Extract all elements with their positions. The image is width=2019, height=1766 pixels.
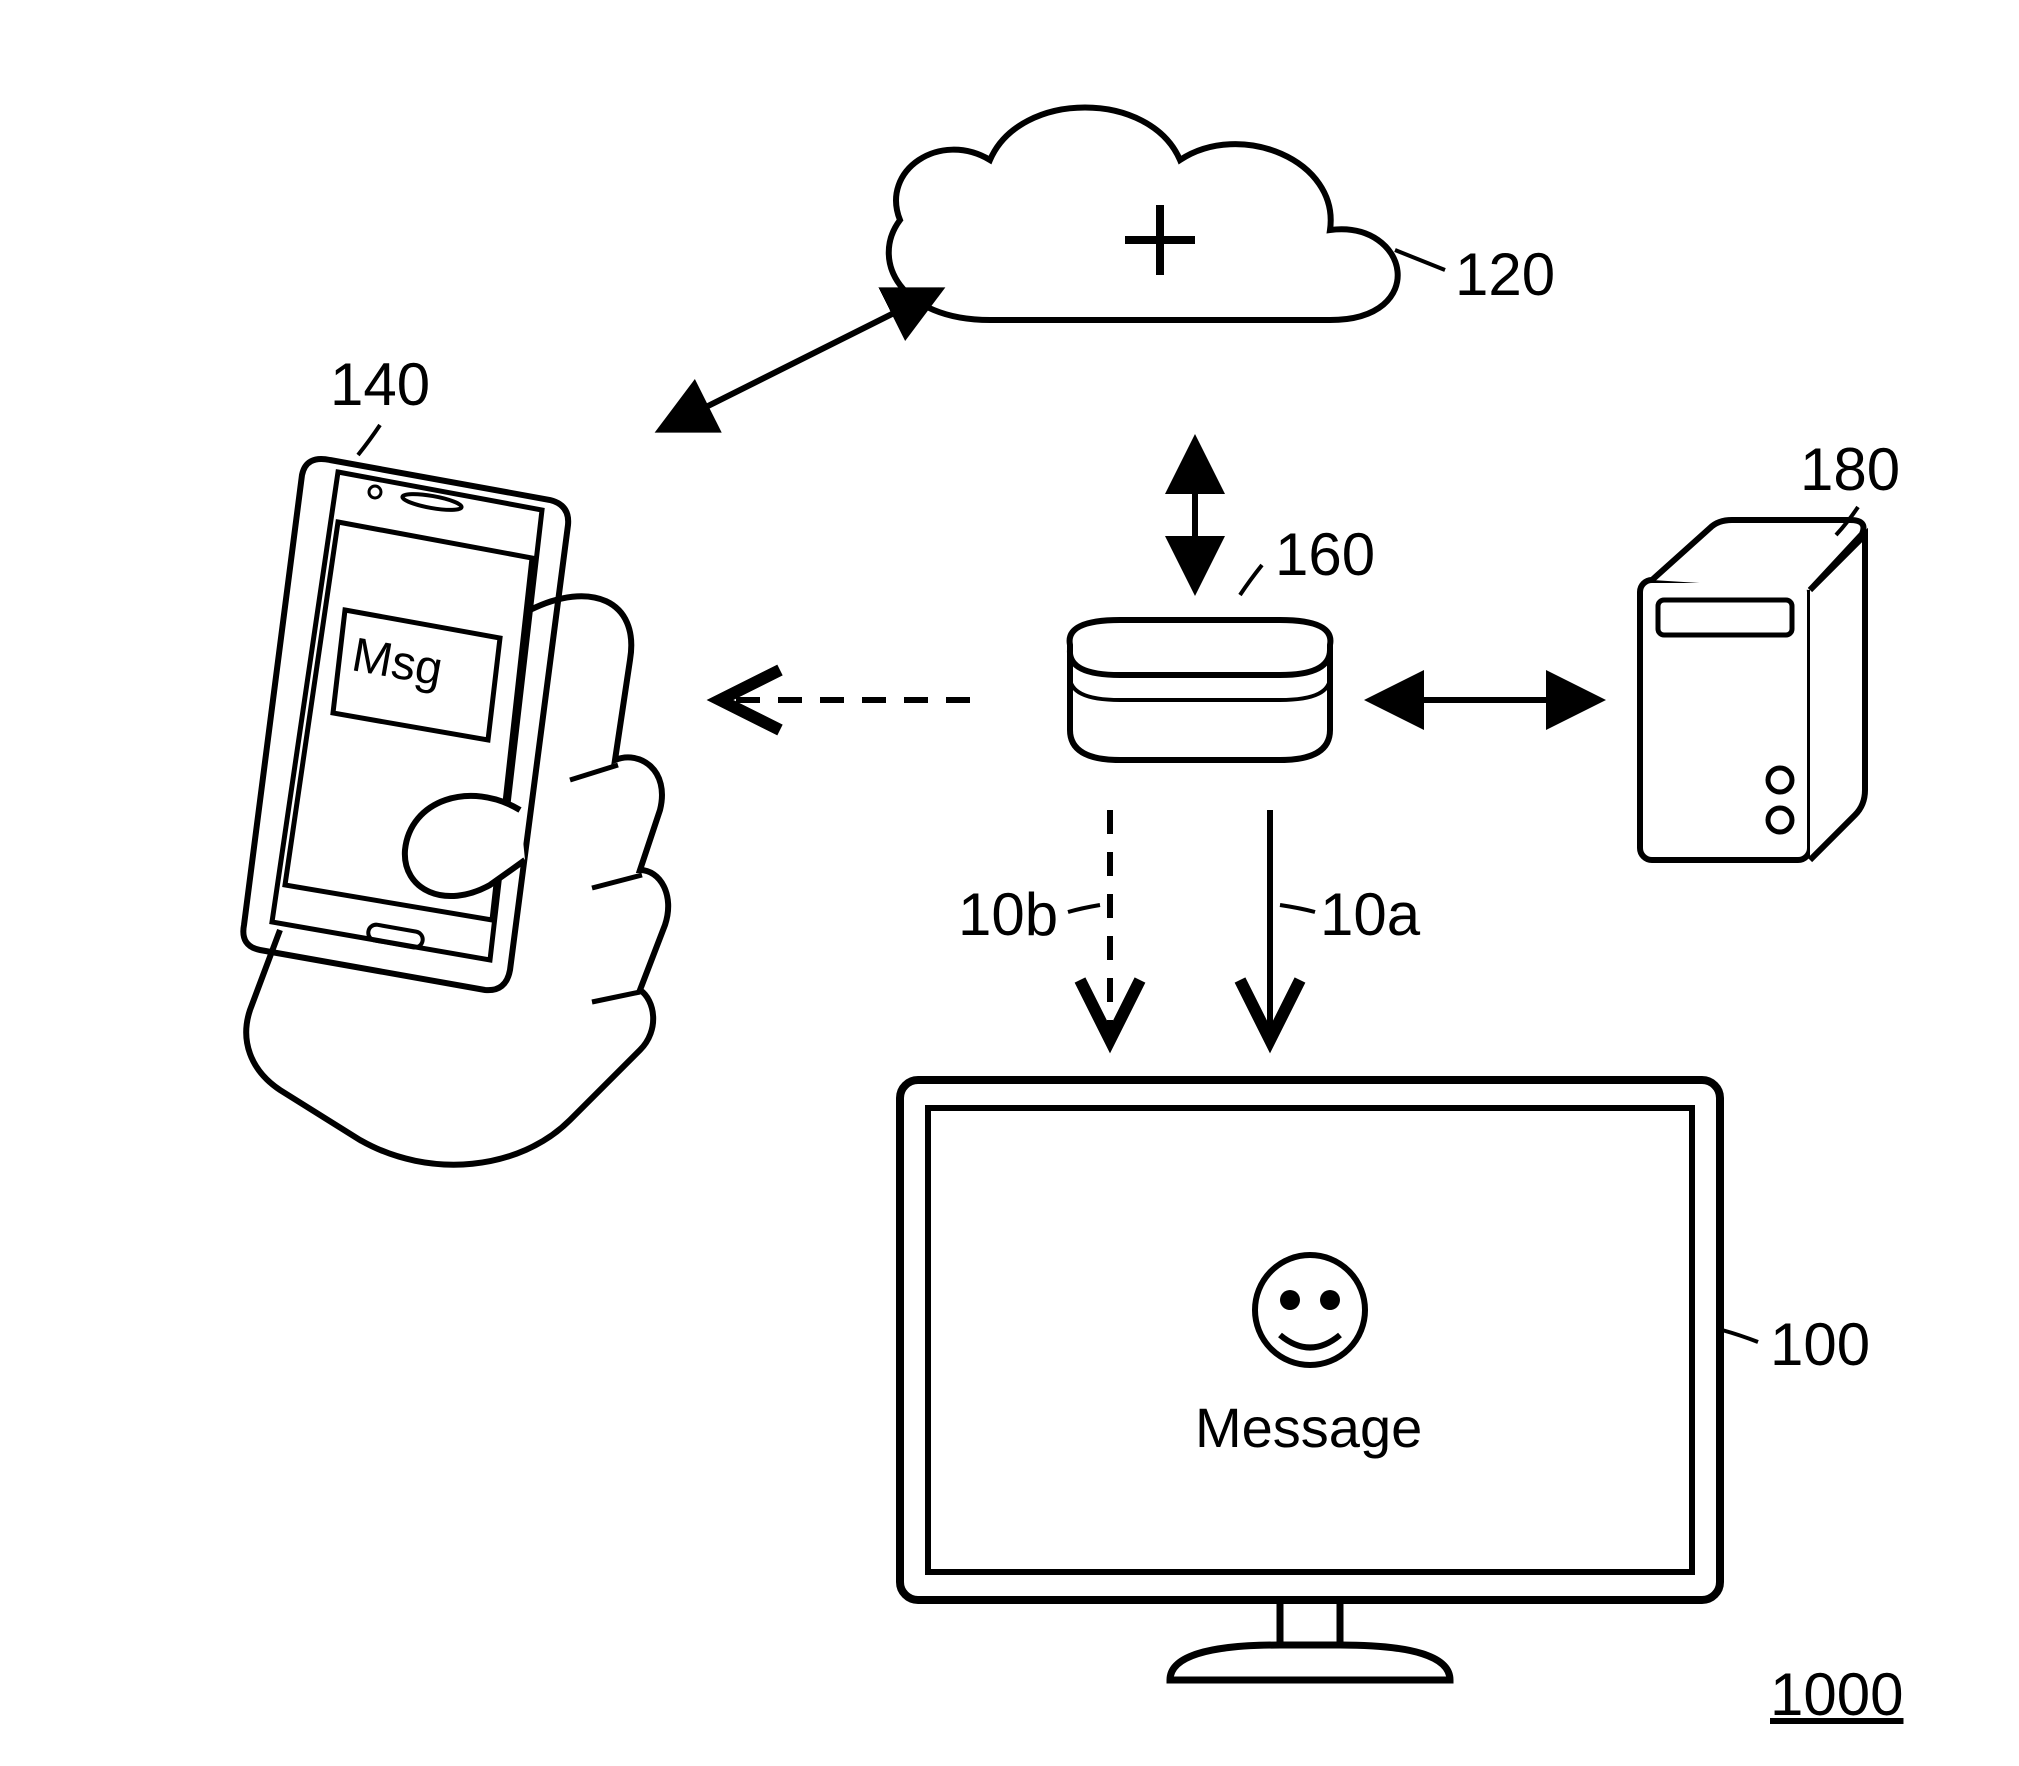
tv-message-text: Message — [1195, 1395, 1422, 1460]
ref-label-hub: 160 — [1275, 520, 1375, 589]
phone-node — [243, 459, 668, 1165]
ref-label-arrow-solid: 10a — [1320, 880, 1420, 949]
ref-label-arrow-dashed: 10b — [958, 880, 1058, 949]
tv-node — [900, 1080, 1720, 1680]
ref-label-tv: 100 — [1770, 1310, 1870, 1379]
cloud-node — [889, 108, 1398, 321]
figure-number: 1000 — [1770, 1660, 1903, 1729]
ref-label-server: 180 — [1800, 435, 1900, 504]
ref-label-phone: 140 — [330, 350, 430, 419]
ref-label-cloud: 120 — [1455, 240, 1555, 309]
arrow-phone-cloud — [660, 290, 940, 430]
hub-node — [1070, 620, 1331, 760]
server-node — [1640, 520, 1865, 860]
